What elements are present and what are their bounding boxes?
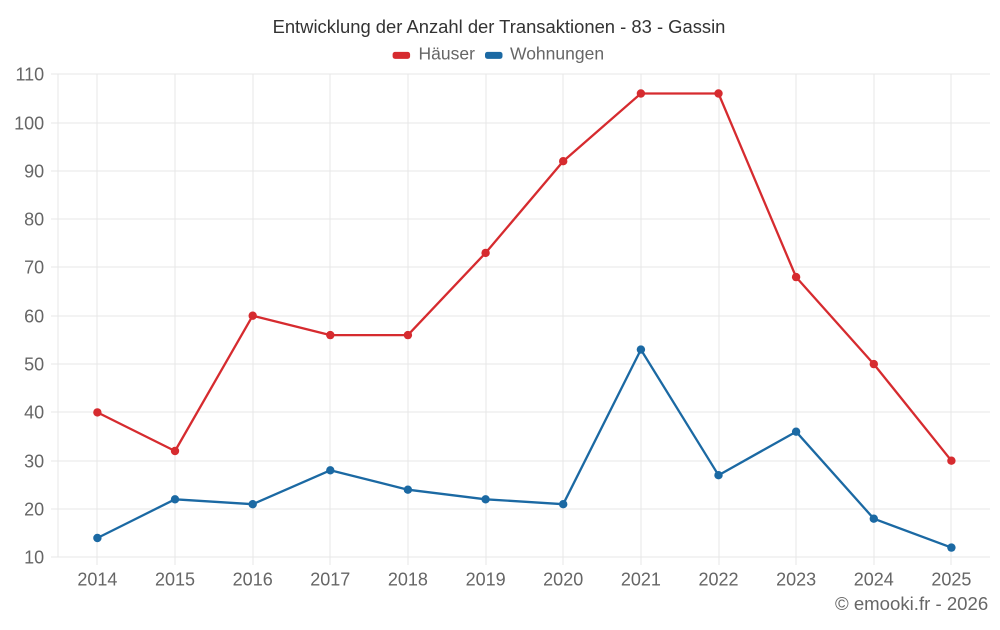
svg-text:100: 100 bbox=[14, 114, 44, 134]
svg-text:2016: 2016 bbox=[233, 569, 273, 589]
svg-text:2014: 2014 bbox=[77, 569, 117, 589]
svg-text:2019: 2019 bbox=[466, 569, 506, 589]
svg-text:80: 80 bbox=[24, 210, 44, 230]
svg-text:90: 90 bbox=[24, 162, 44, 182]
svg-text:2017: 2017 bbox=[310, 569, 350, 589]
svg-text:2020: 2020 bbox=[543, 569, 583, 589]
svg-text:2015: 2015 bbox=[155, 569, 195, 589]
svg-text:60: 60 bbox=[24, 307, 44, 327]
svg-text:Wohnungen: Wohnungen bbox=[510, 44, 604, 64]
svg-text:110: 110 bbox=[15, 65, 44, 85]
svg-text:2018: 2018 bbox=[388, 569, 428, 589]
svg-text:© emooki.fr - 2026: © emooki.fr - 2026 bbox=[835, 593, 988, 614]
svg-text:2021: 2021 bbox=[621, 569, 661, 589]
svg-text:40: 40 bbox=[24, 403, 44, 423]
svg-text:30: 30 bbox=[24, 452, 44, 472]
svg-text:50: 50 bbox=[24, 355, 44, 375]
svg-text:2024: 2024 bbox=[854, 569, 894, 589]
svg-text:2025: 2025 bbox=[931, 569, 971, 589]
svg-text:2023: 2023 bbox=[776, 569, 816, 589]
svg-text:2022: 2022 bbox=[698, 569, 738, 589]
svg-text:Entwicklung der Anzahl der Tra: Entwicklung der Anzahl der Transaktionen… bbox=[273, 16, 726, 37]
svg-text:Häuser: Häuser bbox=[419, 44, 476, 64]
svg-text:70: 70 bbox=[24, 258, 44, 278]
svg-text:20: 20 bbox=[24, 500, 44, 520]
svg-text:10: 10 bbox=[24, 548, 44, 568]
